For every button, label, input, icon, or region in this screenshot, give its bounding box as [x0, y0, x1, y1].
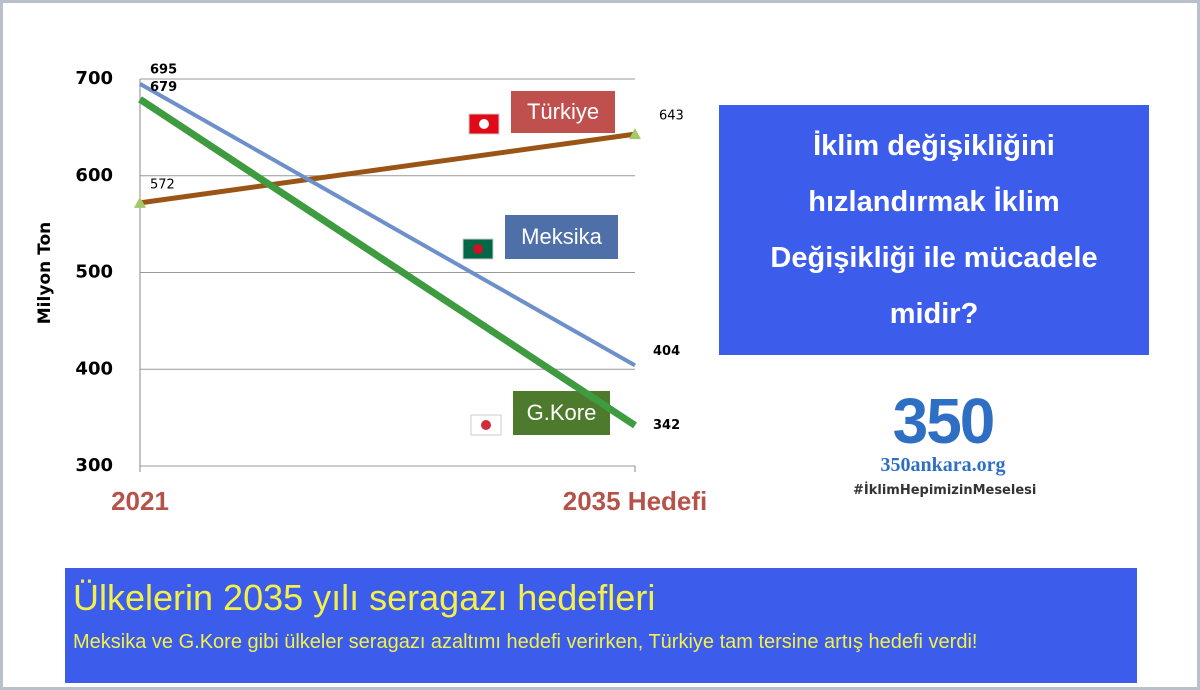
series-line: [138, 96, 637, 429]
legend-label: Meksika: [521, 224, 602, 249]
data-label: 695: [150, 62, 177, 77]
legend-label: Türkiye: [527, 99, 599, 124]
data-label: 643: [659, 109, 684, 124]
y-tick-label: 600: [75, 165, 113, 186]
data-label: 679: [150, 80, 177, 95]
footer-title: Ülkelerin 2035 yılı seragazı hedefleri: [73, 577, 656, 618]
y-tick-label: 700: [75, 68, 113, 89]
flag-emblem: [479, 119, 489, 129]
marker: [134, 196, 146, 208]
footer: Ülkelerin 2035 yılı seragazı hedefleri M…: [65, 568, 1137, 683]
logo-site: 350ankara.org: [880, 454, 1006, 476]
y-tick-label: 400: [75, 358, 113, 379]
question-line: Değişikliği ile mücadele: [770, 242, 1098, 274]
x-tick-label: 2021: [111, 486, 169, 516]
data-label: 404: [653, 344, 680, 359]
y-axis-label: Milyon Ton: [35, 222, 55, 324]
marker: [629, 128, 641, 140]
data-label: 572: [150, 177, 175, 192]
logo: 350 350ankara.org #İklimHepimizinMeseles…: [853, 385, 1037, 498]
footer-subtitle: Meksika ve G.Kore gibi ülkeler seragazı …: [73, 631, 978, 653]
data-label: 342: [653, 418, 680, 433]
x-tick-label: 2035 Hedefi: [563, 486, 708, 516]
question-box: İklim değişikliğini hızlandırmak İklim Değ…: [719, 105, 1149, 355]
y-tick-label: 500: [75, 262, 113, 283]
series-line: [139, 131, 636, 206]
legend-label: G.Kore: [527, 400, 597, 425]
hashtag: #İklimHepimizinMeselesi: [853, 483, 1037, 498]
series-label-box: [511, 91, 615, 133]
logo-number: 350: [892, 385, 996, 457]
series-label-box: [505, 215, 618, 259]
flag-emblem: [481, 420, 491, 430]
flag-emblem: [473, 244, 483, 254]
question-line: midir?: [889, 298, 979, 330]
question-line: hızlandırmak İklim: [808, 186, 1060, 218]
series-line: [139, 82, 636, 368]
chart: Milyon Ton 300 400 500 600 700 2021 2035 Hedef…: [35, 62, 708, 516]
question-line: İklim değişikliğini: [813, 130, 1055, 162]
y-tick-label: 300: [75, 455, 113, 476]
